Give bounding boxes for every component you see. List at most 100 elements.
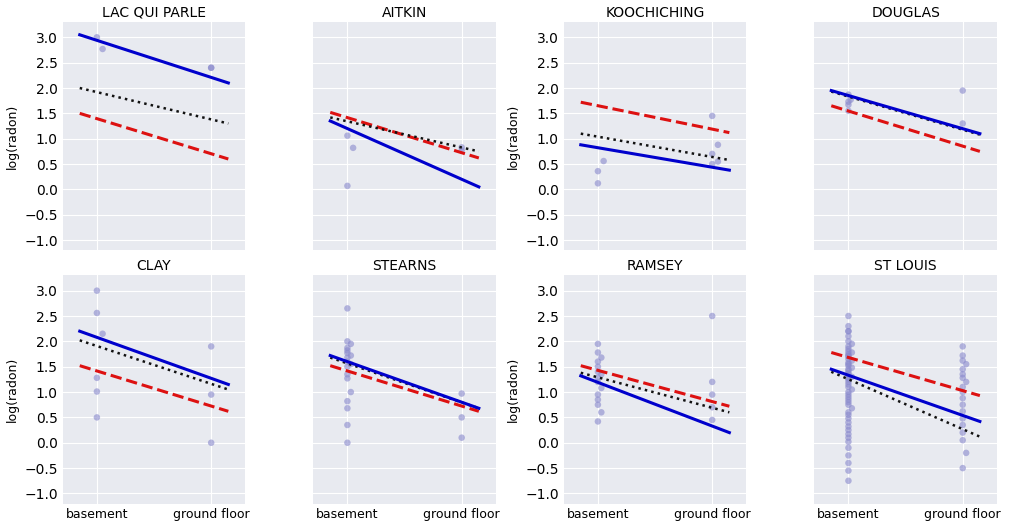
Point (89, 309, 105, 317)
Point (955, 365, 971, 374)
Point (840, 437, 857, 446)
Point (844, 340, 860, 348)
Point (339, 337, 355, 346)
Point (339, 131, 355, 140)
Point (89, 374, 105, 382)
Point (203, 391, 219, 399)
Point (590, 340, 606, 348)
Point (590, 401, 606, 409)
Point (840, 91, 857, 99)
Point (955, 119, 971, 128)
Point (339, 182, 355, 190)
Point (955, 342, 971, 350)
Point (343, 388, 359, 396)
Point (590, 374, 606, 382)
Point (844, 385, 860, 394)
Point (593, 384, 609, 392)
Point (203, 438, 219, 447)
Point (955, 394, 971, 402)
Point (710, 141, 726, 149)
Point (840, 106, 857, 115)
Point (339, 404, 355, 413)
Point (343, 340, 359, 348)
Point (840, 401, 857, 409)
Point (840, 411, 857, 419)
Point (704, 150, 720, 158)
Y-axis label: log(radon): log(radon) (507, 357, 520, 422)
Point (840, 380, 857, 388)
Point (840, 476, 857, 485)
Point (840, 408, 857, 416)
Point (840, 375, 857, 384)
Point (590, 395, 606, 404)
Point (840, 451, 857, 460)
Point (840, 444, 857, 452)
Point (840, 362, 857, 370)
Point (339, 354, 355, 362)
Point (840, 414, 857, 423)
Y-axis label: log(radon): log(radon) (507, 104, 520, 169)
Point (844, 356, 860, 365)
Point (840, 370, 857, 378)
Point (89, 413, 105, 422)
Point (89, 33, 105, 42)
Point (840, 378, 857, 386)
Point (704, 112, 720, 120)
Point (955, 374, 971, 382)
Point (593, 370, 609, 378)
Point (339, 363, 355, 371)
Point (339, 374, 355, 383)
Point (203, 342, 219, 350)
Point (590, 378, 606, 386)
Point (955, 414, 971, 423)
Point (343, 352, 359, 360)
Point (590, 348, 606, 357)
Point (959, 448, 975, 457)
Title: ST LOUIS: ST LOUIS (874, 259, 937, 273)
Point (590, 179, 606, 188)
Point (95, 45, 111, 53)
Point (955, 428, 971, 437)
Point (454, 434, 470, 442)
Point (840, 368, 857, 377)
Point (840, 395, 857, 404)
Point (590, 417, 606, 426)
Point (844, 373, 860, 381)
Point (840, 332, 857, 340)
Point (955, 421, 971, 429)
Point (955, 464, 971, 472)
Point (840, 353, 857, 361)
Point (454, 146, 470, 154)
Point (840, 101, 857, 109)
Point (339, 438, 355, 447)
Point (843, 95, 859, 104)
Point (840, 388, 857, 396)
Point (840, 418, 857, 427)
Point (955, 86, 971, 95)
Title: STEARNS: STEARNS (372, 259, 437, 273)
Title: CLAY: CLAY (136, 259, 172, 273)
Point (339, 304, 355, 313)
Point (840, 374, 857, 382)
Point (840, 352, 857, 360)
Point (95, 329, 111, 338)
Point (840, 342, 857, 350)
Point (595, 157, 611, 165)
Point (339, 344, 355, 352)
Point (454, 143, 470, 152)
Point (955, 401, 971, 409)
Point (840, 327, 857, 335)
Point (840, 97, 857, 106)
Point (955, 436, 971, 444)
Point (840, 398, 857, 406)
Point (840, 365, 857, 374)
Point (840, 434, 857, 442)
Point (339, 357, 355, 366)
Point (840, 391, 857, 399)
Point (844, 364, 860, 372)
Point (955, 356, 971, 365)
Point (955, 383, 971, 391)
Point (840, 327, 857, 335)
Point (704, 160, 720, 168)
Point (704, 391, 720, 399)
